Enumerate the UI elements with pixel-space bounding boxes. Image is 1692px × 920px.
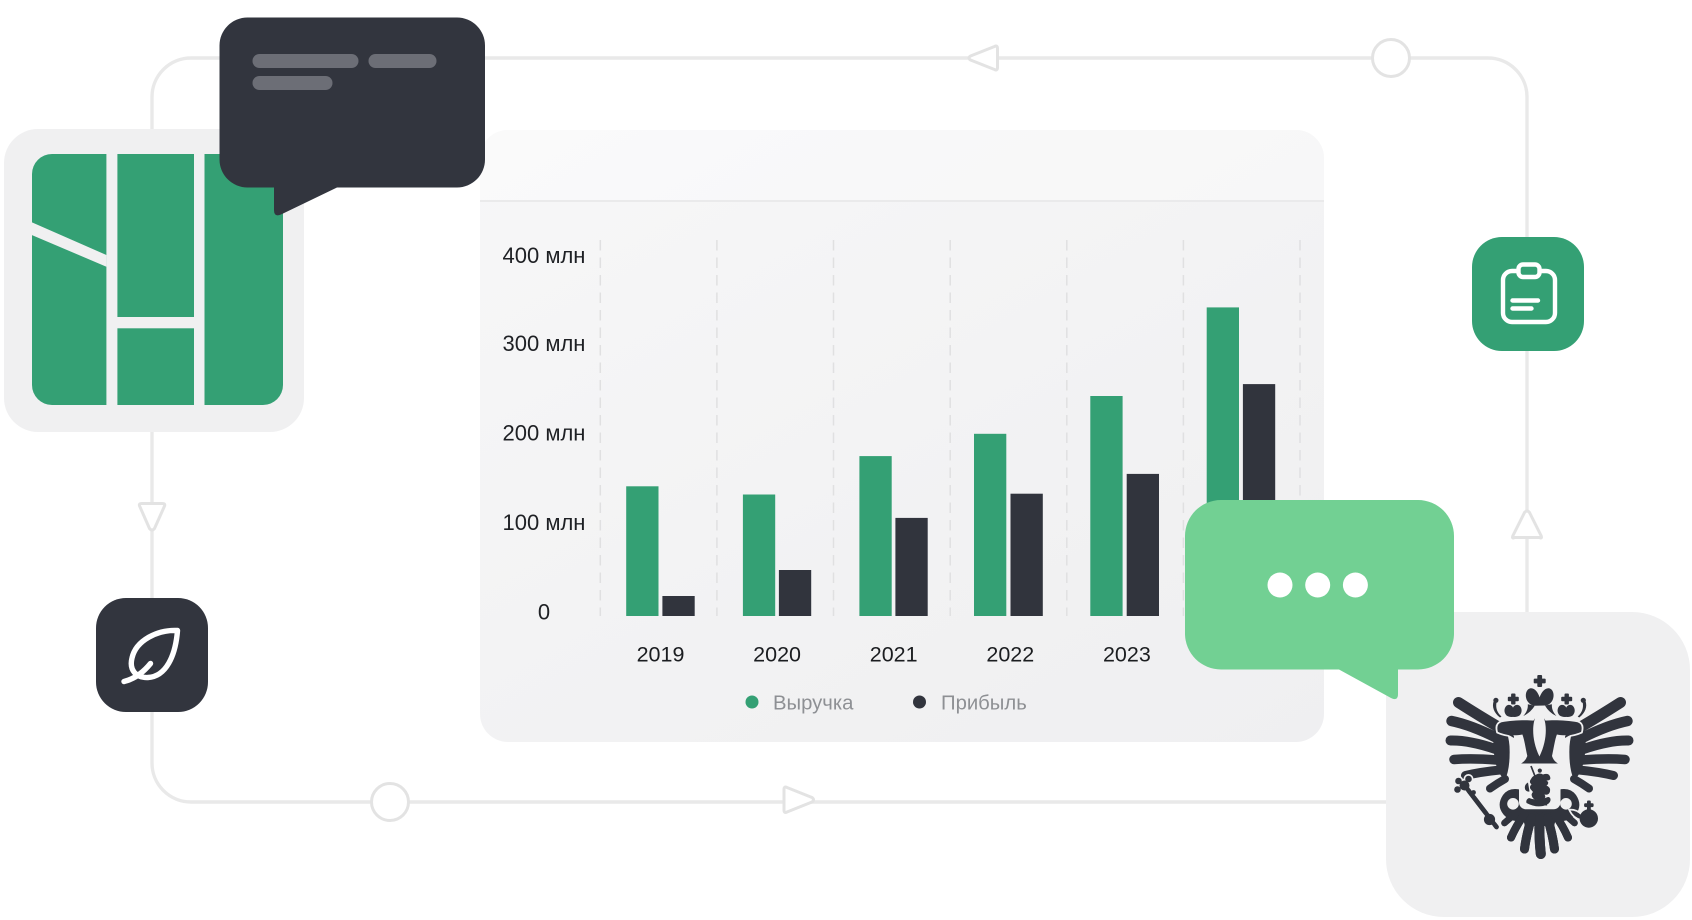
svg-text:2023: 2023 bbox=[1102, 643, 1150, 667]
svg-text:300 млн: 300 млн bbox=[502, 331, 585, 356]
svg-text:400 млн: 400 млн bbox=[502, 243, 585, 268]
svg-text:2019: 2019 bbox=[636, 643, 684, 667]
svg-text:Выручка: Выручка bbox=[773, 693, 854, 715]
svg-text:200 млн: 200 млн bbox=[502, 421, 585, 446]
svg-text:100 млн: 100 млн bbox=[502, 510, 585, 535]
svg-text:Прибыль: Прибыль bbox=[941, 693, 1027, 715]
svg-text:2020: 2020 bbox=[753, 643, 801, 667]
svg-text:2021: 2021 bbox=[869, 643, 917, 667]
svg-text:0: 0 bbox=[537, 600, 549, 625]
svg-text:2022: 2022 bbox=[986, 643, 1034, 667]
